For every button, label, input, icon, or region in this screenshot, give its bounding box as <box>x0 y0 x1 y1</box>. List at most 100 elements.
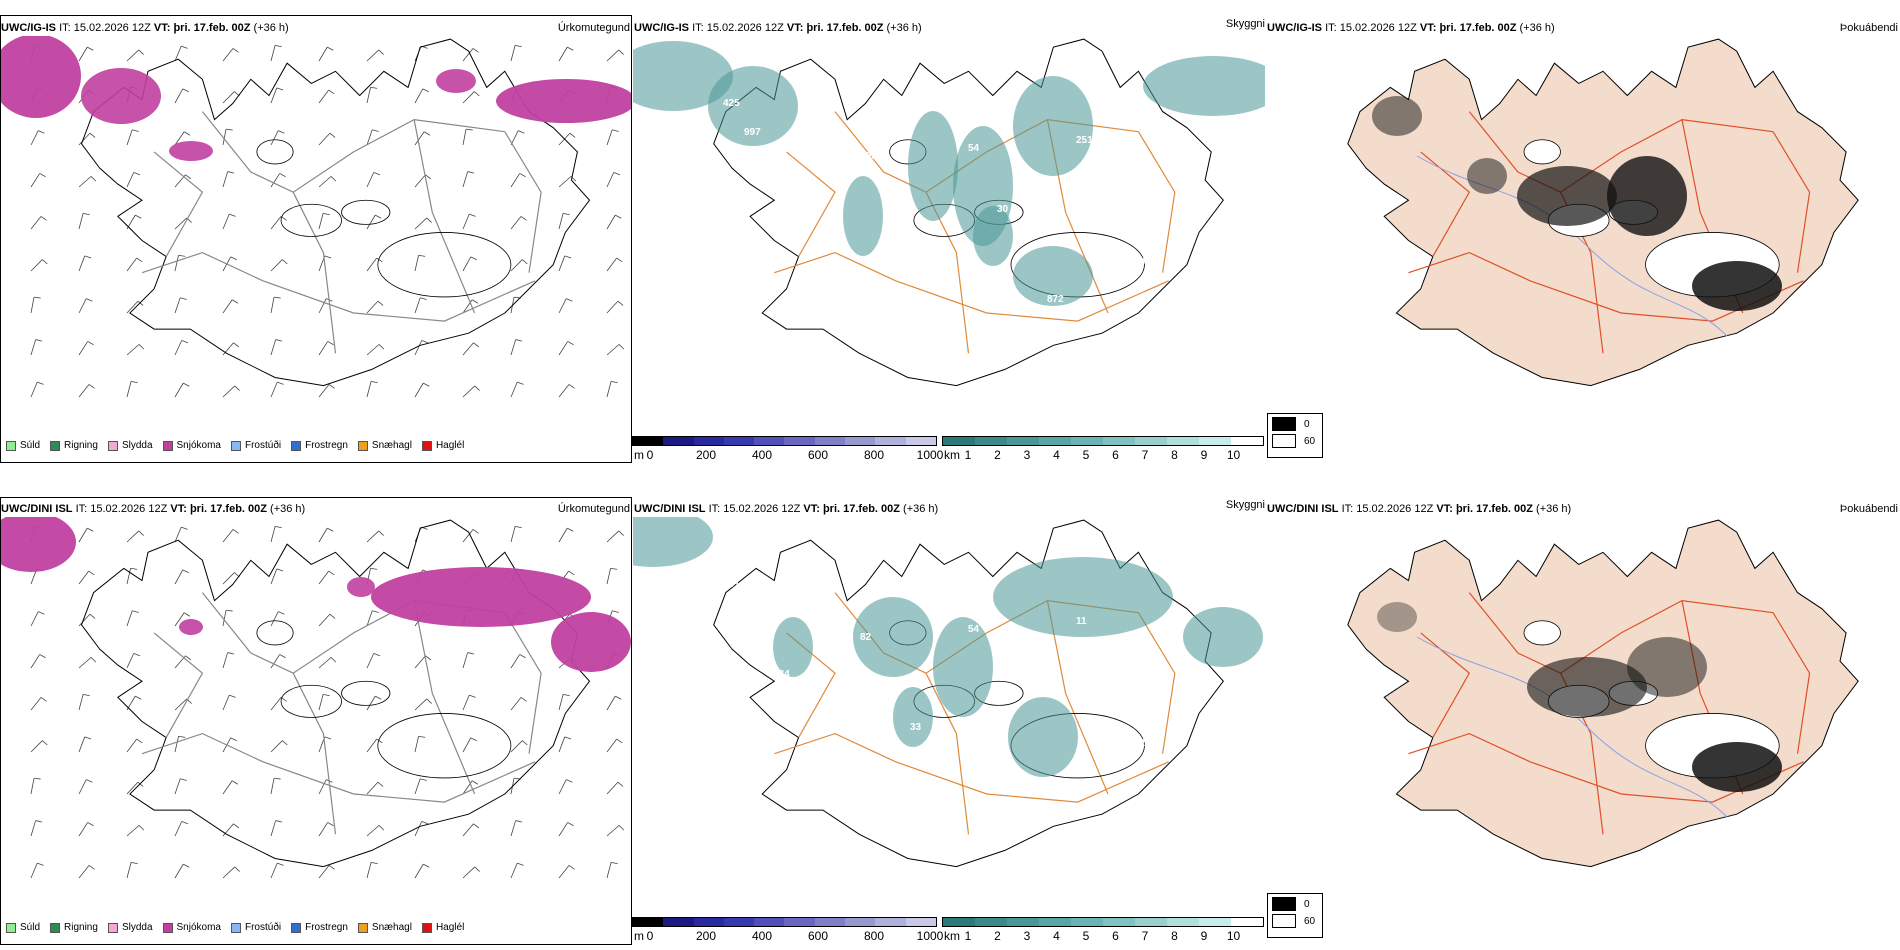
wind-barb <box>232 529 239 534</box>
wind-barb <box>420 297 427 300</box>
visibility_bar-unit: km <box>944 448 960 462</box>
colorbar-tick-label: 2 <box>994 929 1001 943</box>
wind-barb <box>414 778 421 795</box>
ceiling_bar-bar <box>632 917 937 927</box>
lead-time: (+36 h) <box>270 503 306 515</box>
fog-legend: 0 60 <box>1267 893 1323 938</box>
visibility-value-label: 120 <box>939 302 956 313</box>
colorbar-cell <box>1039 918 1071 926</box>
fog-signal-area <box>1627 637 1707 697</box>
glacier-outline <box>341 199 391 225</box>
wind-barb <box>510 862 518 879</box>
wind-barb <box>318 89 329 104</box>
glacier-outline <box>377 232 512 298</box>
fog-legend-swatch <box>1272 897 1296 911</box>
wind-barb <box>606 344 620 356</box>
wind-barb <box>83 694 90 697</box>
wind-barb <box>138 49 144 55</box>
vt-value: þri. 17.feb. 00Z <box>822 503 900 515</box>
wind-barb <box>78 176 92 188</box>
wind-barb <box>78 255 86 272</box>
visibility-value-label: 54 <box>968 143 980 154</box>
wind-barb <box>610 567 618 570</box>
wind-barb <box>318 176 332 188</box>
road-line <box>504 131 542 273</box>
wind-barb <box>84 255 92 259</box>
colorbar-cell <box>814 918 846 926</box>
colorbar-tick-label: 5 <box>1082 929 1090 943</box>
wind-barb <box>126 344 140 356</box>
colorbar-cell <box>784 918 815 926</box>
wind-barb <box>510 130 519 146</box>
it-label: IT: <box>708 503 721 515</box>
snow-area <box>347 577 375 597</box>
wind-barb <box>567 527 574 532</box>
wind-barb <box>126 738 137 753</box>
wind-barb <box>558 779 567 795</box>
wind-barb <box>270 259 283 272</box>
wind-barb <box>174 88 184 104</box>
wind-barb <box>327 527 334 532</box>
precip-legend: Súld Rigning Slydda Snjókoma Frostúði Frostre… <box>6 440 474 451</box>
wind-barb <box>270 568 278 585</box>
wind-barb <box>222 171 229 188</box>
panel-header: UWC/DINI ISL IT: 15.02.2026 12Z VT: þri.… <box>1267 503 1571 516</box>
wind-barb <box>474 91 480 97</box>
wind-barb <box>606 257 617 272</box>
wind-barb <box>564 255 572 259</box>
colorbar-tick-label: 9 <box>1200 448 1208 462</box>
wind-barb <box>40 697 47 702</box>
glacier-outline <box>341 680 391 706</box>
fog-legend-item: 0 <box>1272 897 1318 911</box>
wind-barb <box>131 381 138 384</box>
glacier-area <box>1523 620 1561 646</box>
wind-barb <box>515 526 522 529</box>
colorbar-cell <box>633 918 664 926</box>
wind-barb <box>462 256 472 272</box>
visibility-value-label: 193 <box>773 188 790 199</box>
low-visibility-area <box>933 617 993 717</box>
wind-barb <box>462 213 470 230</box>
wind-barb <box>174 821 183 837</box>
wind-barb <box>467 171 475 174</box>
legend-swatch <box>50 922 61 933</box>
fog-legend-item: 60 <box>1272 914 1318 928</box>
wind-barb <box>462 866 476 879</box>
wind-barb <box>229 694 236 698</box>
wind-barb <box>270 697 282 711</box>
wind-barb <box>174 174 186 188</box>
legend-item: Rigning <box>50 922 98 933</box>
vt-label: VT: <box>803 503 820 515</box>
wind-barb <box>414 131 425 146</box>
wind-barb <box>88 384 95 389</box>
panel-title-fog: Þokuábendi <box>1839 22 1898 34</box>
low-visibility-area <box>1008 697 1078 777</box>
wind-barb <box>324 736 332 740</box>
visibility-value-label: 82 <box>860 632 872 643</box>
wind-barb <box>78 384 90 398</box>
wind-barb <box>222 780 233 795</box>
legend-label: Slydda <box>121 922 153 933</box>
it-label: IT: <box>1325 22 1337 34</box>
wind-barb <box>181 45 188 49</box>
legend-item: Frostúði <box>230 922 281 933</box>
vt-value: þri. 17.feb. 00Z <box>806 22 884 34</box>
road-line <box>292 191 337 354</box>
wind-barb <box>425 174 432 180</box>
wind-barb <box>222 610 227 627</box>
panel-title-precip: Úrkomutegund <box>557 503 630 515</box>
wind-barb <box>469 213 476 217</box>
wind-barb <box>126 257 137 272</box>
wind-barb <box>418 735 426 738</box>
visibility-value-label: 290 <box>860 151 877 162</box>
wind-barb <box>606 172 615 188</box>
colorbar-cell <box>1135 918 1167 926</box>
road-line <box>1420 632 1471 738</box>
legend-item: Snæhagl <box>357 922 412 933</box>
wind-barb <box>378 49 384 55</box>
wind-barb <box>615 695 622 700</box>
visibility_bar-bar <box>942 436 1264 446</box>
wind-barb <box>126 568 131 585</box>
wind-barb <box>611 381 618 384</box>
wind-barb <box>318 865 330 879</box>
